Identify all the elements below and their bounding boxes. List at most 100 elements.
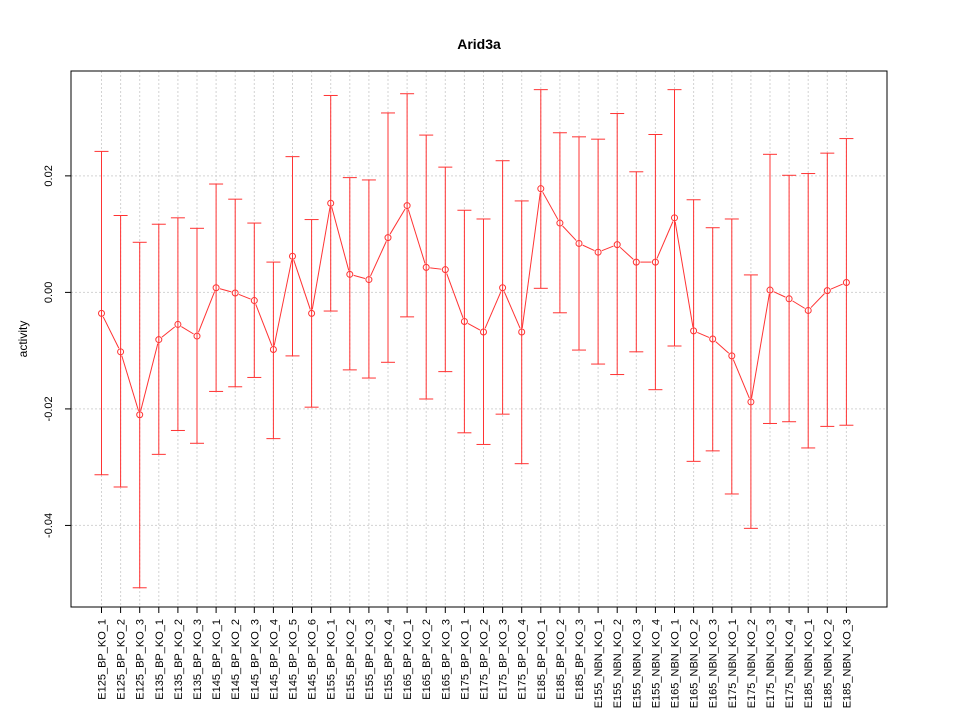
series-line-segment [238, 293, 251, 300]
x-tick-label: E185_BP_KO_2 [555, 619, 567, 700]
data-point [422, 263, 430, 271]
error-bar [209, 183, 224, 392]
data-point [98, 309, 105, 317]
series-line-segment [715, 341, 730, 354]
error-bar [170, 217, 185, 431]
series-line-segment [407, 209, 426, 264]
series-line-segment [601, 245, 614, 252]
x-tick-label: E145_BP_KO_5 [288, 619, 300, 700]
x-tick-label: E175_BP_KO_4 [517, 619, 529, 700]
error-bar [476, 218, 491, 445]
data-point [308, 309, 316, 317]
data-point [556, 219, 564, 227]
x-tick-label: E165_BP_KO_2 [421, 619, 433, 700]
data-point [384, 234, 392, 242]
series-line-segment [656, 221, 674, 259]
error-bar [820, 152, 835, 427]
x-tick-label: E165_NBN_KO_1 [670, 619, 682, 708]
x-tick-label: E155_BP_KO_3 [364, 619, 376, 700]
x-tick-label: E145_BP_KO_2 [230, 619, 242, 700]
data-point [651, 258, 659, 266]
x-tick-label: E175_BP_KO_3 [498, 619, 510, 700]
error-bar [801, 173, 816, 449]
x-tick-label: E135_BP_KO_2 [173, 619, 185, 700]
x-tick-label: E175_NBN_KO_4 [784, 619, 796, 708]
data-point [747, 398, 755, 406]
data-point [804, 306, 812, 314]
data-point [327, 199, 335, 207]
data-point [594, 248, 602, 256]
x-tick-label: E155_NBN_KO_1 [593, 619, 605, 708]
error-bar [763, 153, 777, 424]
series-line-segment [674, 221, 694, 327]
error-bar [457, 209, 472, 434]
series-line-segment [830, 283, 843, 290]
y-tick-label: 0.02 [43, 165, 55, 186]
series-line-segment [430, 267, 442, 270]
error-bar [724, 218, 739, 495]
error-bar [190, 227, 204, 444]
y-tick-label: -0.02 [43, 396, 55, 421]
series-line-segment [467, 323, 481, 331]
series-line-segment [273, 260, 293, 346]
error-bar [266, 261, 281, 440]
data-point [671, 214, 678, 222]
x-tick-label: E125_BP_KO_3 [135, 619, 147, 700]
data-point [212, 284, 220, 292]
error-bar [400, 93, 415, 318]
series-line-segment [810, 293, 825, 308]
series-line-segment [181, 326, 194, 335]
series-line-segment [311, 207, 331, 310]
data-point [728, 352, 736, 360]
series-line-segment [751, 293, 770, 399]
data-point [136, 411, 144, 419]
x-tick-label: E145_BP_KO_4 [268, 619, 280, 700]
data-point [690, 327, 698, 335]
data-point [518, 328, 526, 336]
error-bar [304, 219, 319, 408]
x-tick-label: E175_BP_KO_2 [479, 619, 491, 700]
data-point [346, 270, 354, 278]
series-line-segment [389, 208, 406, 235]
series-line-segment [446, 273, 464, 318]
data-point [575, 239, 583, 247]
error-bar [113, 214, 128, 488]
data-point [365, 276, 373, 284]
x-tick-label: E155_BP_KO_1 [326, 619, 338, 700]
error-bar [381, 112, 395, 363]
error-bar [591, 138, 606, 365]
x-tick-label: E175_NBN_KO_3 [765, 619, 777, 708]
series-line-segment [562, 225, 577, 241]
data-point [537, 185, 545, 193]
x-tick-label: E165_NBN_KO_3 [708, 619, 720, 708]
y-axis-label: activity [16, 321, 30, 358]
series-layer [94, 89, 854, 589]
x-tick-label: E125_BP_KO_2 [116, 619, 128, 700]
x-tick-label: E165_BP_KO_1 [402, 619, 414, 700]
error-bar [495, 160, 510, 415]
x-tick-label: E175_NBN_KO_2 [746, 619, 758, 708]
x-tick-label: E145_BP_KO_3 [249, 619, 261, 700]
x-tick-label: E135_BP_KO_1 [154, 619, 166, 700]
error-bar [228, 198, 243, 388]
series-line-segment [198, 291, 216, 333]
error-bar [247, 222, 262, 378]
error-bar [686, 199, 701, 462]
data-point [289, 252, 296, 260]
series-line-segment [697, 331, 710, 338]
series-line-segment [792, 300, 806, 309]
series-line-segment [161, 326, 176, 338]
error-bar [572, 136, 586, 351]
error-bar [323, 94, 338, 312]
data-point [460, 318, 468, 326]
series-line-segment [353, 274, 366, 279]
series-line-segment [521, 192, 541, 329]
series-line-segment [619, 246, 634, 260]
y-axis: -0.04 -0.02 0.00 0.02 [43, 165, 71, 538]
x-tick-label: E155_BP_KO_2 [345, 619, 357, 700]
error-bar [361, 179, 376, 379]
error-bar [667, 89, 682, 347]
error-bar [514, 200, 529, 465]
error-bar [342, 177, 357, 371]
